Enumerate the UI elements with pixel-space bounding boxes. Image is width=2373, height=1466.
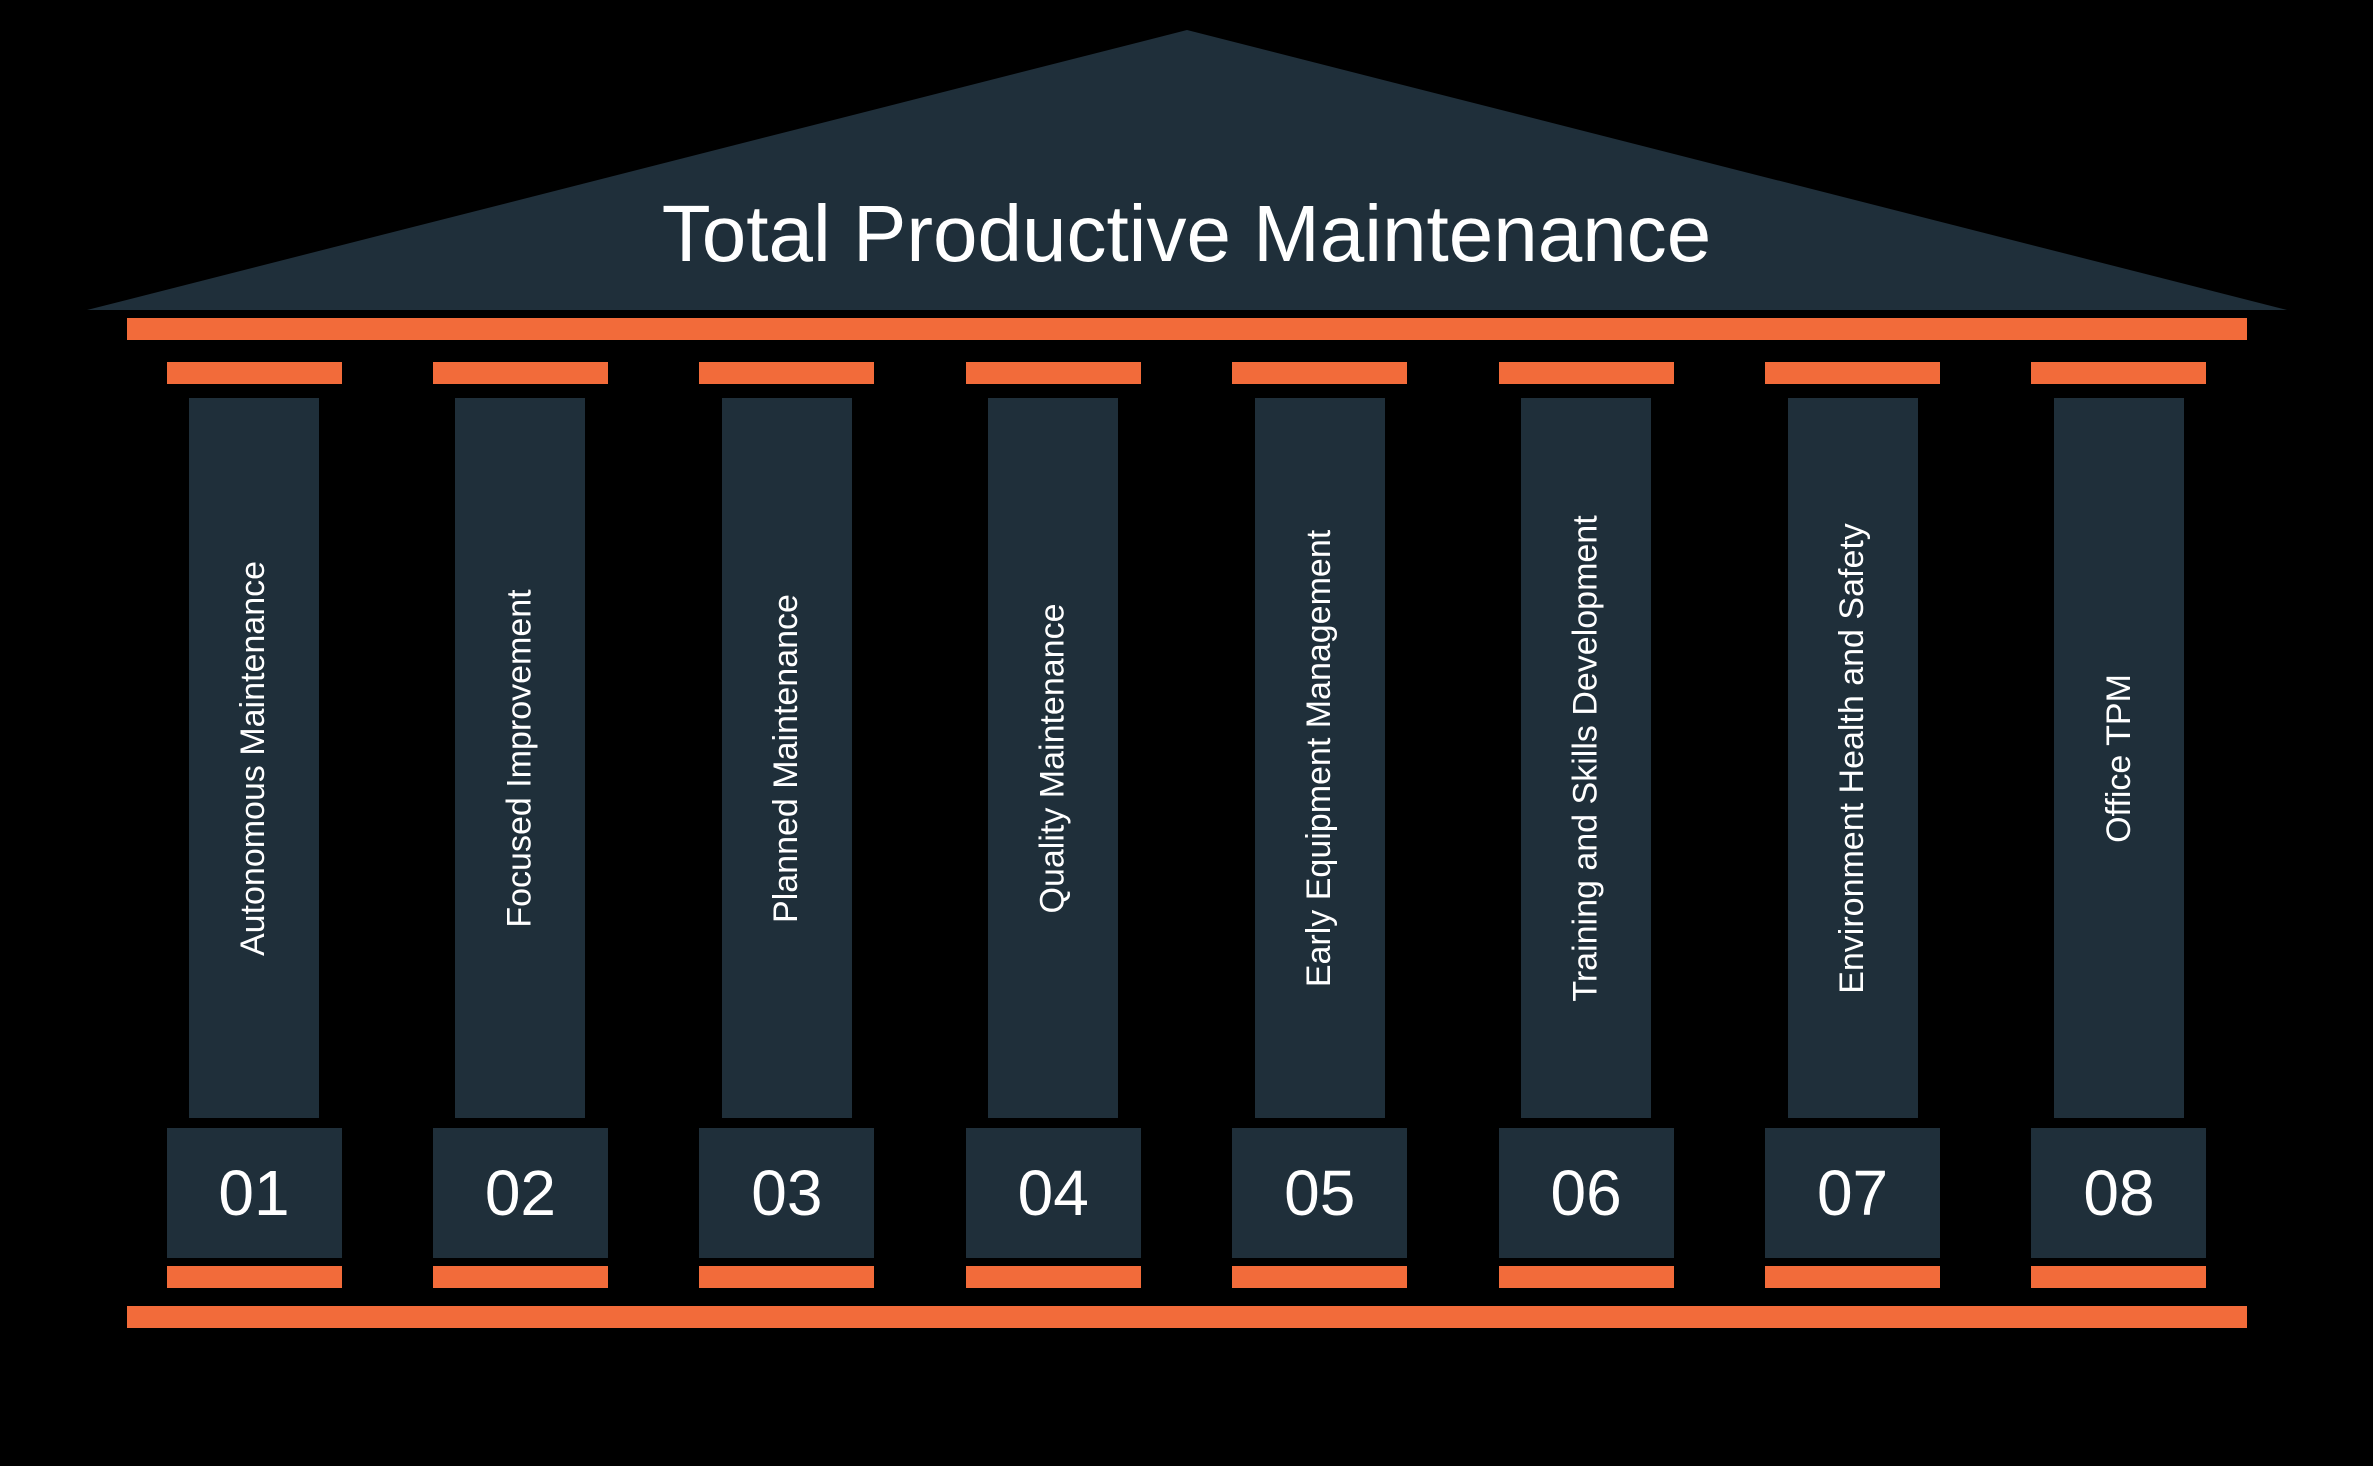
pillar-number: 04 bbox=[1018, 1156, 1089, 1230]
pillar-number: 03 bbox=[751, 1156, 822, 1230]
pillar: Quality Maintenance bbox=[988, 398, 1118, 1118]
pillar-foot bbox=[433, 1266, 608, 1288]
pillar-label: Autonomous Maintenance bbox=[235, 560, 274, 955]
pillar: Environment Health and Safety bbox=[1788, 398, 1918, 1118]
pillar-base: 03 bbox=[699, 1128, 874, 1258]
pillar-foot bbox=[167, 1266, 342, 1288]
pillar-foot bbox=[1765, 1266, 1940, 1288]
pillar-cap bbox=[433, 362, 608, 384]
pillar-label: Office TPM bbox=[2099, 674, 2138, 843]
pillar-number: 07 bbox=[1817, 1156, 1888, 1230]
pillar-caps-row bbox=[167, 362, 2207, 384]
pillar-foot bbox=[1232, 1266, 1407, 1288]
pillar-label: Early Equipment Management bbox=[1300, 529, 1339, 986]
pillars-row: Autonomous Maintenance Focused Improvemen… bbox=[167, 398, 2207, 1118]
pillar-base: 08 bbox=[2031, 1128, 2206, 1258]
pillar: Office TPM bbox=[2054, 398, 2184, 1118]
pillar: Planned Maintenance bbox=[722, 398, 852, 1118]
pillar-foot bbox=[1499, 1266, 1674, 1288]
pillar: Early Equipment Management bbox=[1255, 398, 1385, 1118]
pillar-foot bbox=[699, 1266, 874, 1288]
pillar-cap bbox=[699, 362, 874, 384]
pillar-cap bbox=[1765, 362, 1940, 384]
pillar-label: Focused Improvement bbox=[501, 589, 540, 927]
pillar-cap bbox=[167, 362, 342, 384]
pillar-base: 04 bbox=[966, 1128, 1141, 1258]
pillar-label: Planned Maintenance bbox=[767, 594, 806, 923]
pillar: Focused Improvement bbox=[455, 398, 585, 1118]
pillar-foot bbox=[966, 1266, 1141, 1288]
pillar: Autonomous Maintenance bbox=[189, 398, 319, 1118]
top-architrave-bar bbox=[127, 318, 2247, 340]
pillar-base: 07 bbox=[1765, 1128, 1940, 1258]
pillar-label: Training and Skills Development bbox=[1567, 515, 1606, 1001]
pillar-base: 02 bbox=[433, 1128, 608, 1258]
bottom-architrave-bar bbox=[127, 1306, 2247, 1328]
pillar-foot bbox=[2031, 1266, 2206, 1288]
pillar-cap bbox=[966, 362, 1141, 384]
pillar-feet-row bbox=[167, 1266, 2207, 1288]
pillar-number: 08 bbox=[2083, 1156, 2154, 1230]
pillar-base: 05 bbox=[1232, 1128, 1407, 1258]
pillar-cap bbox=[1232, 362, 1407, 384]
pillar: Training and Skills Development bbox=[1521, 398, 1651, 1118]
pillar-base: 01 bbox=[167, 1128, 342, 1258]
pillar-bases-row: 01 02 03 04 05 06 07 08 bbox=[167, 1128, 2207, 1258]
tpm-temple-diagram: Total Productive Maintenance Autonomous … bbox=[87, 30, 2287, 1328]
roof: Total Productive Maintenance bbox=[87, 30, 2287, 310]
diagram-title: Total Productive Maintenance bbox=[87, 188, 2287, 280]
pillar-number: 06 bbox=[1551, 1156, 1622, 1230]
pillar-number: 02 bbox=[485, 1156, 556, 1230]
pillar-base: 06 bbox=[1499, 1128, 1674, 1258]
pillar-label: Quality Maintenance bbox=[1034, 603, 1073, 913]
pillar-cap bbox=[1499, 362, 1674, 384]
pillar-number: 01 bbox=[218, 1156, 289, 1230]
pillar-label: Environment Health and Safety bbox=[1833, 523, 1872, 994]
pillar-number: 05 bbox=[1284, 1156, 1355, 1230]
pillar-cap bbox=[2031, 362, 2206, 384]
